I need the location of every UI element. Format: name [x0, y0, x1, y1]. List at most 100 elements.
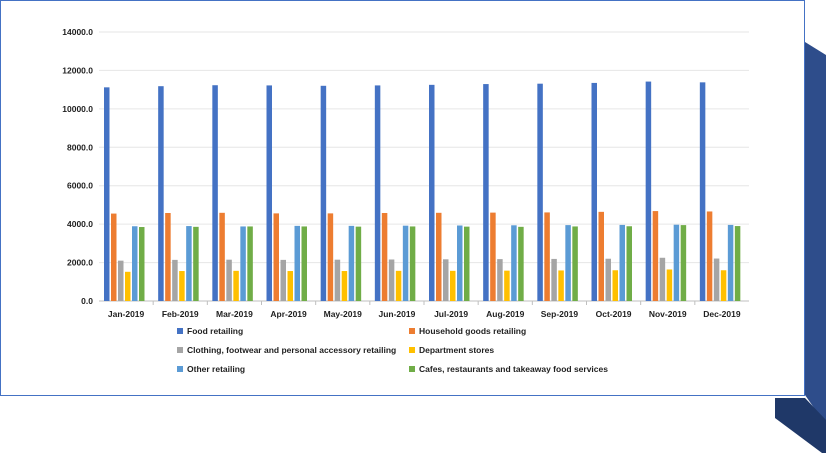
bar — [179, 271, 185, 301]
bar — [673, 224, 680, 301]
legend-label: Department stores — [419, 345, 494, 355]
bar — [193, 226, 199, 301]
bar — [598, 211, 604, 301]
bar — [165, 212, 171, 301]
bar — [429, 84, 435, 301]
bars — [104, 81, 741, 302]
legend-swatch — [409, 328, 415, 334]
x-tick-label: Jan-2019 — [108, 309, 145, 319]
bar — [619, 224, 625, 301]
bar — [699, 82, 706, 301]
legend-label: Household goods retailing — [419, 326, 526, 336]
bar — [280, 259, 286, 301]
bar — [518, 226, 524, 301]
bar — [409, 226, 416, 301]
x-tick-label: Apr-2019 — [270, 309, 307, 319]
bar — [551, 258, 557, 301]
legend: Food retailing Household goods retailing C… — [177, 326, 608, 374]
bar — [612, 270, 618, 301]
bar — [713, 258, 720, 301]
legend-label: Clothing, footwear and personal accessor… — [187, 345, 396, 355]
bar — [504, 270, 510, 301]
x-axis-ticks: Jan-2019 Feb-2019 Mar-2019 Apr-2019 May-2019… — [108, 301, 741, 319]
x-tick-label: Mar-2019 — [216, 309, 253, 319]
x-tick-label: Feb-2019 — [162, 309, 199, 319]
bar — [273, 213, 279, 301]
bar — [402, 225, 409, 301]
x-tick-label: Jun-2019 — [378, 309, 415, 319]
x-tick-label: Nov-2019 — [649, 309, 687, 319]
bar — [111, 213, 117, 301]
x-tick-label: Sep-2019 — [541, 309, 579, 319]
x-tick-label: Dec-2019 — [703, 309, 741, 319]
grouped-bar-chart: 0.0 2000.0 4000.0 6000.0 8000.0 10000.0 12000.… — [62, 27, 749, 374]
legend-swatch — [177, 328, 183, 334]
decorative-right-band — [805, 42, 826, 425]
bar — [645, 81, 652, 301]
x-tick-label: Jul-2019 — [434, 309, 468, 319]
bar — [680, 225, 687, 301]
bar — [443, 259, 449, 301]
bar — [544, 212, 550, 301]
legend-label: Food retailing — [187, 326, 243, 336]
bar — [334, 259, 341, 301]
bar — [666, 269, 673, 301]
bar — [172, 259, 178, 301]
bar — [511, 225, 517, 301]
bar — [186, 226, 192, 301]
bar — [139, 227, 145, 301]
y-tick-label: 8000.0 — [67, 142, 93, 152]
decorative-corner-shape — [775, 398, 826, 453]
bar — [219, 212, 225, 301]
bar — [720, 270, 727, 301]
bar — [212, 85, 218, 301]
bar — [706, 211, 713, 301]
bar — [266, 85, 272, 301]
bar — [450, 270, 456, 301]
bar — [457, 225, 463, 301]
bar — [118, 260, 124, 301]
bar — [558, 270, 564, 301]
bar — [104, 87, 110, 301]
bar — [388, 259, 395, 301]
bar — [247, 226, 253, 301]
legend-swatch — [409, 366, 415, 372]
bar — [483, 84, 489, 302]
y-tick-label: 0.0 — [81, 296, 93, 306]
bar — [301, 226, 307, 301]
chart-card: 0.0 2000.0 4000.0 6000.0 8000.0 10000.0 12000.… — [0, 0, 805, 396]
x-tick-label: May-2019 — [324, 309, 363, 319]
bar — [158, 86, 164, 301]
bar — [294, 225, 300, 301]
x-tick-label: Oct-2019 — [596, 309, 632, 319]
bar — [320, 85, 327, 301]
legend-swatch — [409, 347, 415, 353]
bar — [125, 271, 131, 301]
y-tick-label: 12000.0 — [62, 65, 93, 75]
bar — [565, 225, 571, 301]
y-tick-label: 4000.0 — [67, 219, 93, 229]
bar — [727, 224, 734, 301]
legend-label: Cafes, restaurants and takeaway food ser… — [419, 364, 608, 374]
y-tick-label: 10000.0 — [62, 104, 93, 114]
bar — [591, 82, 597, 302]
bar — [626, 226, 632, 301]
y-tick-label: 2000.0 — [67, 258, 93, 268]
y-axis-ticks: 0.0 2000.0 4000.0 6000.0 8000.0 10000.0 12000.… — [62, 27, 93, 306]
bar — [374, 85, 381, 301]
bar — [652, 211, 659, 301]
bar — [355, 226, 362, 301]
bar — [327, 213, 334, 301]
bar — [659, 257, 666, 301]
bar — [233, 270, 239, 301]
bar — [240, 226, 246, 301]
bar — [464, 226, 470, 301]
x-tick-label: Aug-2019 — [486, 309, 525, 319]
legend-swatch — [177, 347, 183, 353]
bar — [572, 226, 578, 301]
bar — [497, 259, 503, 301]
bar — [537, 83, 543, 301]
bar — [132, 226, 138, 301]
y-tick-label: 6000.0 — [67, 181, 93, 191]
